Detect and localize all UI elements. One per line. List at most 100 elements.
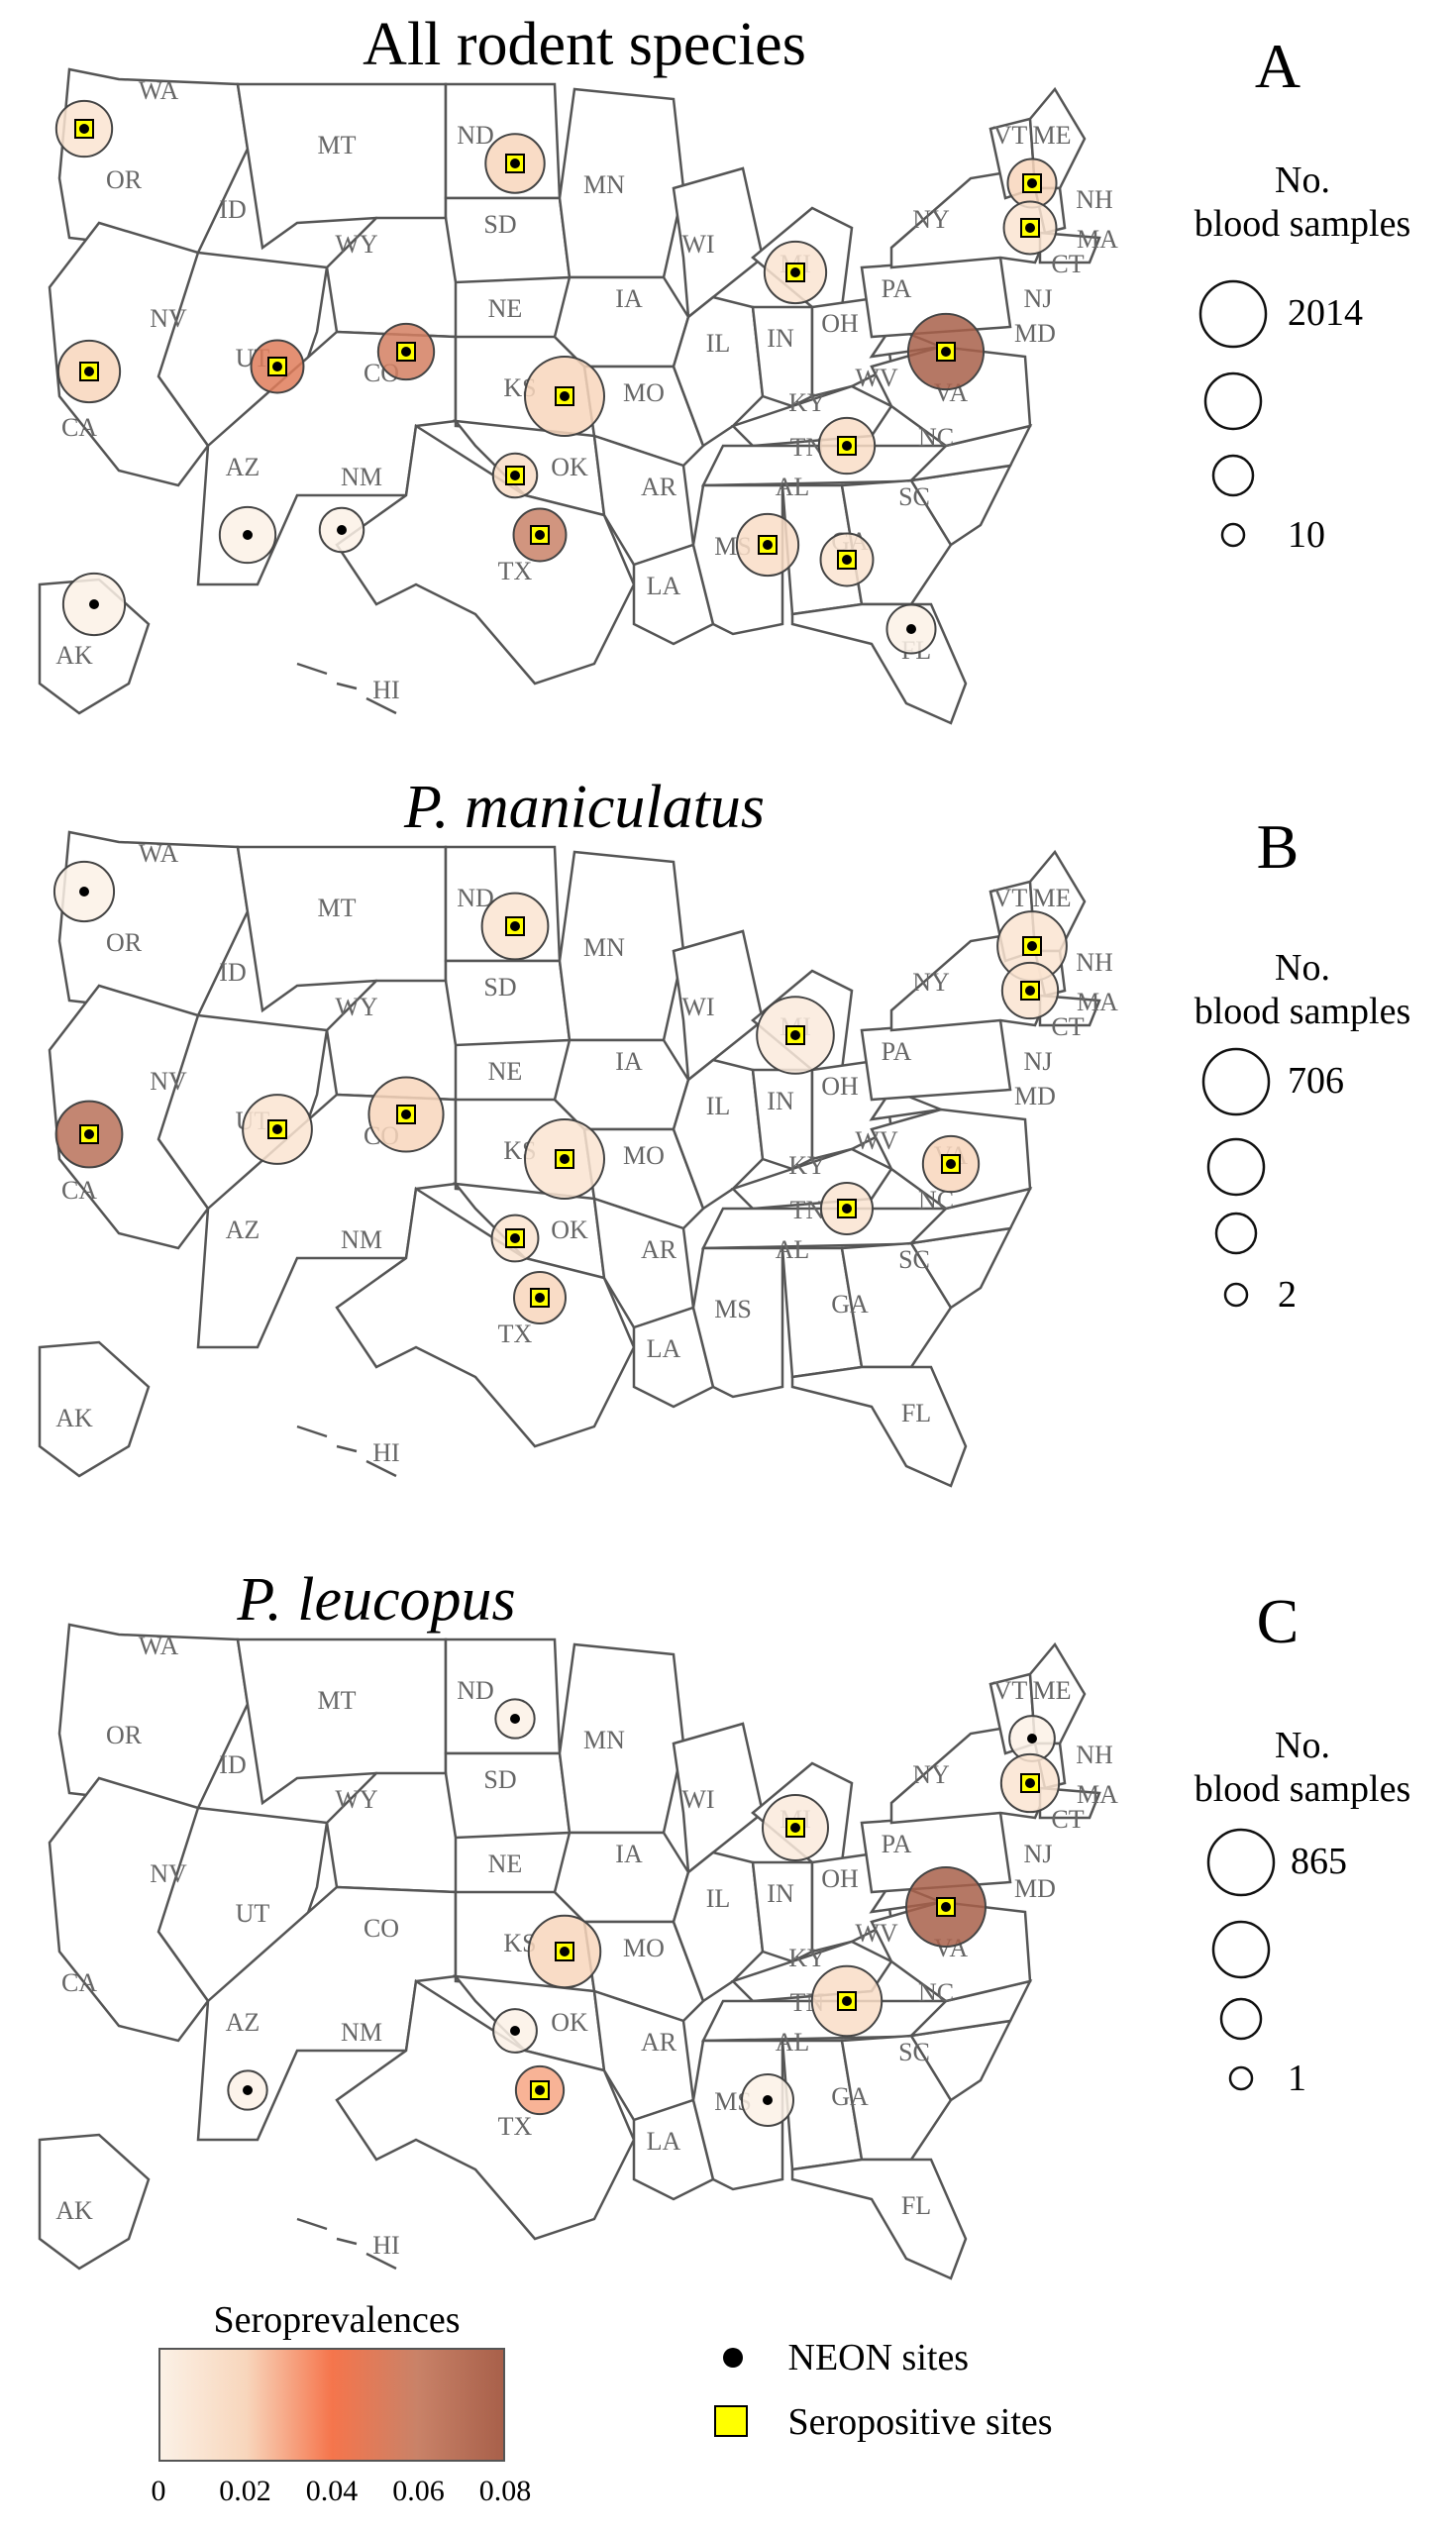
neon-site-dot (510, 1714, 520, 1724)
state-label-la: LA (647, 2127, 681, 2156)
state-label-ct: CT (1051, 1805, 1084, 1834)
neon-site-dot (842, 441, 852, 451)
neon-site-dot (89, 599, 99, 609)
neon-dot-icon (723, 2348, 743, 2369)
state-label-nc: NC (918, 423, 954, 452)
state-label-ky: KY (788, 1151, 826, 1180)
state-label-nm: NM (341, 2018, 382, 2047)
state-label-co: CO (364, 1914, 399, 1943)
state-label-mt: MT (318, 1686, 357, 1715)
state-label-hi: HI (372, 1438, 399, 1467)
neon-site-dot (84, 1129, 94, 1139)
state-label-ct: CT (1051, 1012, 1084, 1041)
state-label-la: LA (647, 1334, 681, 1363)
state-label-nj: NJ (1024, 1840, 1053, 1868)
state-label-al: AL (776, 2028, 810, 2057)
state-label-ak: AK (55, 641, 93, 670)
state-label-wv: WV (855, 364, 898, 392)
state-label-wy: WY (335, 993, 378, 1021)
state-label-ga: GA (831, 1290, 869, 1319)
state-boundary (672, 1850, 765, 2003)
neon-site-dot (510, 471, 520, 480)
neon-site-dot (1027, 178, 1037, 188)
state-label-ny: NY (912, 205, 950, 234)
neon-site-dot (401, 1110, 411, 1119)
state-label-or: OR (106, 1721, 143, 1749)
colorbar-tick: 0.02 (219, 2475, 271, 2507)
legend-circle-mid (1203, 371, 1263, 431)
state-boundary (296, 1425, 397, 1478)
neon-site-dot (79, 124, 89, 134)
colorbar-tick: 0.04 (305, 2475, 359, 2507)
state-label-in: IN (767, 1087, 794, 1115)
state-boundary (335, 1186, 636, 1448)
state-label-il: IL (706, 1092, 731, 1120)
state-label-la: LA (647, 572, 681, 600)
state-boundary (751, 1860, 814, 1963)
legend-heading: No. blood samples (1194, 1725, 1411, 1810)
key-neon: NEON sites (713, 2333, 969, 2379)
legend-max-value: 706 (1288, 1060, 1344, 1102)
state-label-ak: AK (55, 2196, 93, 2225)
state-boundary (790, 2158, 968, 2280)
state-boundary (632, 1306, 715, 1409)
state-boundary (48, 984, 210, 1250)
state-label-nd: ND (457, 121, 494, 150)
legend-max-value: 2014 (1288, 292, 1363, 334)
neon-site-dot (941, 1902, 951, 1912)
seroprevalence-title: Seroprevalences (213, 2299, 461, 2341)
neon-site-dot (842, 1204, 852, 1214)
neon-site-dot (763, 540, 773, 550)
legend-circle-small (1219, 1997, 1263, 2041)
neon-site-dot (560, 1154, 570, 1164)
state-label-me: ME (1033, 1676, 1072, 1705)
state-label-vt: VT (993, 1676, 1028, 1705)
bottom-legend: Seroprevalences 0 0.02 0.04 0.06 0.08 NEON s… (0, 2298, 1456, 2536)
state-label-mo: MO (623, 378, 665, 407)
neon-site-dot (272, 1124, 282, 1134)
state-label-id: ID (219, 958, 246, 987)
neon-site-dot (1027, 941, 1037, 951)
state-label-id: ID (219, 1750, 246, 1779)
state-label-or: OR (106, 165, 143, 194)
neon-site-dot (510, 921, 520, 931)
state-label-ut: UT (236, 1899, 270, 1928)
state-label-pa: PA (882, 1037, 912, 1066)
state-boundary (840, 2034, 953, 2162)
state-label-ar: AR (641, 1235, 677, 1264)
state-label-wi: WI (681, 993, 714, 1021)
state-label-oh: OH (821, 1864, 859, 1893)
neon-site-dot (243, 2085, 253, 2095)
state-label-nc: NC (918, 1978, 954, 2007)
neon-site-dot (763, 2095, 773, 2105)
state-boundary (582, 1920, 705, 2023)
sample-size-legend: No. blood samples 865 1 (1159, 1724, 1456, 2140)
state-label-nm: NM (341, 463, 382, 491)
state-label-ky: KY (788, 388, 826, 417)
legend-heading: No. blood samples (1194, 947, 1411, 1032)
state-label-mn: MN (583, 170, 625, 199)
us-map: WAORCANVIDMTWYUTAZNMCONDSDNEKSOKTXMNIAMO… (38, 830, 1118, 1488)
state-label-az: AZ (226, 2008, 260, 2037)
state-label-ia: IA (615, 1840, 643, 1868)
legend-circles (1206, 1828, 1276, 2091)
state-label-wv: WV (855, 1126, 898, 1155)
panel-letter: A (1254, 31, 1301, 101)
state-label-me: ME (1033, 884, 1072, 912)
state-label-wy: WY (335, 230, 378, 259)
state-label-nh: NH (1076, 1741, 1113, 1769)
panel-title: P. maniculatus (404, 774, 765, 841)
state-boundary (57, 1623, 250, 1810)
state-label-ne: NE (488, 1849, 523, 1878)
state-label-il: IL (706, 1884, 731, 1913)
state-label-oh: OH (821, 309, 859, 338)
state-boundary (751, 305, 814, 408)
neon-site-dot (941, 347, 951, 357)
state-label-vt: VT (993, 884, 1028, 912)
state-boundary (790, 1365, 968, 1488)
state-label-id: ID (219, 195, 246, 224)
legend-heading: No. blood samples (1194, 159, 1411, 245)
state-label-hi: HI (372, 2231, 399, 2260)
state-label-fl: FL (901, 2191, 931, 2220)
state-label-mo: MO (623, 1141, 665, 1170)
